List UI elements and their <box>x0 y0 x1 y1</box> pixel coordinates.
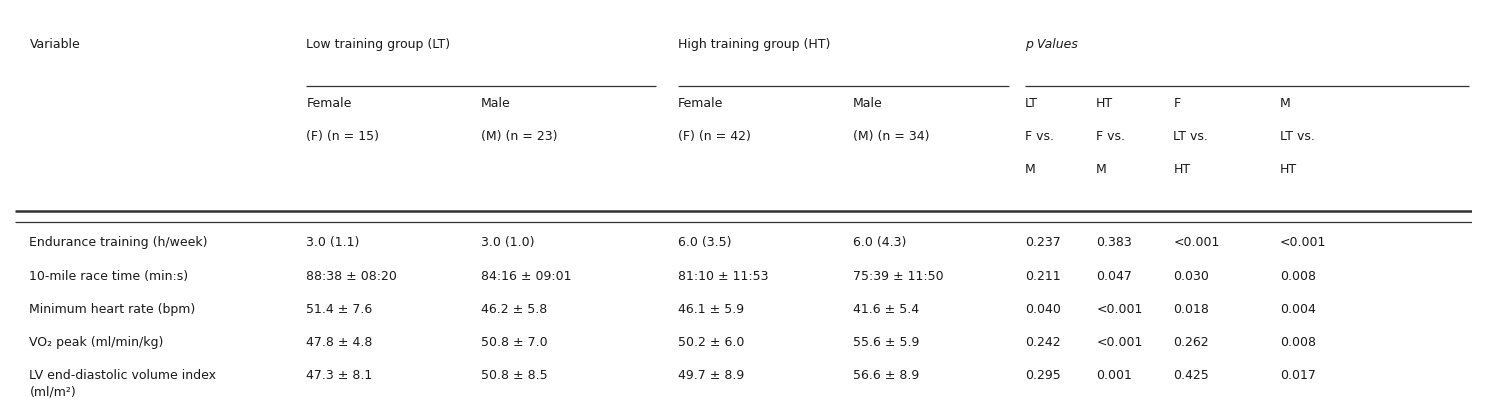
Text: (M) (n = 34): (M) (n = 34) <box>854 130 929 143</box>
Text: High training group (HT): High training group (HT) <box>678 38 830 51</box>
Text: 10-mile race time (min:s): 10-mile race time (min:s) <box>30 270 189 282</box>
Text: 41.6 ± 5.4: 41.6 ± 5.4 <box>854 303 919 316</box>
Text: 0.008: 0.008 <box>1280 270 1316 282</box>
Text: 0.295: 0.295 <box>1025 369 1060 382</box>
Text: LV end-diastolic volume index
(ml/m²): LV end-diastolic volume index (ml/m²) <box>30 369 217 399</box>
Text: 47.8 ± 4.8: 47.8 ± 4.8 <box>306 336 373 349</box>
Text: Male: Male <box>854 97 883 110</box>
Text: 81:10 ± 11:53: 81:10 ± 11:53 <box>678 270 769 282</box>
Text: p Values: p Values <box>1025 38 1078 51</box>
Text: LT vs.: LT vs. <box>1280 130 1315 143</box>
Text: 0.211: 0.211 <box>1025 270 1060 282</box>
Text: M: M <box>1280 97 1291 110</box>
Text: M: M <box>1096 163 1106 176</box>
Text: 0.040: 0.040 <box>1025 303 1060 316</box>
Text: Endurance training (h/week): Endurance training (h/week) <box>30 236 208 250</box>
Text: LT vs.: LT vs. <box>1173 130 1209 143</box>
Text: HT: HT <box>1096 97 1114 110</box>
Text: 50.8 ± 8.5: 50.8 ± 8.5 <box>482 369 547 382</box>
Text: (F) (n = 42): (F) (n = 42) <box>678 130 751 143</box>
Text: 0.047: 0.047 <box>1096 270 1132 282</box>
Text: Variable: Variable <box>30 38 80 51</box>
Text: 0.383: 0.383 <box>1096 236 1132 250</box>
Text: Female: Female <box>306 97 352 110</box>
Text: 47.3 ± 8.1: 47.3 ± 8.1 <box>306 369 373 382</box>
Text: 50.8 ± 7.0: 50.8 ± 7.0 <box>482 336 547 349</box>
Text: 51.4 ± 7.6: 51.4 ± 7.6 <box>306 303 373 316</box>
Text: 46.1 ± 5.9: 46.1 ± 5.9 <box>678 303 744 316</box>
Text: 50.2 ± 6.0: 50.2 ± 6.0 <box>678 336 745 349</box>
Text: 49.7 ± 8.9: 49.7 ± 8.9 <box>678 369 744 382</box>
Text: 0.237: 0.237 <box>1025 236 1060 250</box>
Text: 0.018: 0.018 <box>1173 303 1209 316</box>
Text: 0.004: 0.004 <box>1280 303 1316 316</box>
Text: F: F <box>1173 97 1181 110</box>
Text: VO₂ peak (ml/min/kg): VO₂ peak (ml/min/kg) <box>30 336 164 349</box>
Text: 0.425: 0.425 <box>1173 369 1209 382</box>
Text: HT: HT <box>1173 163 1191 176</box>
Text: 6.0 (4.3): 6.0 (4.3) <box>854 236 906 250</box>
Text: 0.030: 0.030 <box>1173 270 1209 282</box>
Text: Minimum heart rate (bpm): Minimum heart rate (bpm) <box>30 303 196 316</box>
Text: 56.6 ± 8.9: 56.6 ± 8.9 <box>854 369 919 382</box>
Text: 0.001: 0.001 <box>1096 369 1132 382</box>
Text: M: M <box>1025 163 1035 176</box>
Text: <0.001: <0.001 <box>1173 236 1219 250</box>
Text: 75:39 ± 11:50: 75:39 ± 11:50 <box>854 270 943 282</box>
Text: Male: Male <box>482 97 512 110</box>
Text: F vs.: F vs. <box>1096 130 1126 143</box>
Text: 6.0 (3.5): 6.0 (3.5) <box>678 236 732 250</box>
Text: 55.6 ± 5.9: 55.6 ± 5.9 <box>854 336 919 349</box>
Text: Female: Female <box>678 97 723 110</box>
Text: 0.262: 0.262 <box>1173 336 1209 349</box>
Text: Low training group (LT): Low training group (LT) <box>306 38 451 51</box>
Text: 84:16 ± 09:01: 84:16 ± 09:01 <box>482 270 571 282</box>
Text: <0.001: <0.001 <box>1280 236 1326 250</box>
Text: 46.2 ± 5.8: 46.2 ± 5.8 <box>482 303 547 316</box>
Text: 3.0 (1.0): 3.0 (1.0) <box>482 236 535 250</box>
Text: HT: HT <box>1280 163 1297 176</box>
Text: <0.001: <0.001 <box>1096 336 1142 349</box>
Text: F vs.: F vs. <box>1025 130 1054 143</box>
Text: 0.008: 0.008 <box>1280 336 1316 349</box>
Text: (F) (n = 15): (F) (n = 15) <box>306 130 379 143</box>
Text: (M) (n = 23): (M) (n = 23) <box>482 130 558 143</box>
Text: 0.242: 0.242 <box>1025 336 1060 349</box>
Text: <0.001: <0.001 <box>1096 303 1142 316</box>
Text: 3.0 (1.1): 3.0 (1.1) <box>306 236 360 250</box>
Text: LT: LT <box>1025 97 1038 110</box>
Text: 0.017: 0.017 <box>1280 369 1316 382</box>
Text: 88:38 ± 08:20: 88:38 ± 08:20 <box>306 270 397 282</box>
